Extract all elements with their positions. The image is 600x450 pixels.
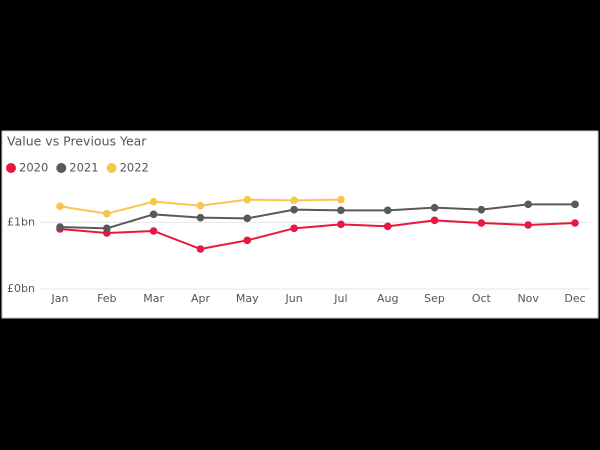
data-point <box>290 196 298 205</box>
data-point <box>149 210 158 219</box>
x-tick-label: Jan <box>51 292 69 305</box>
data-point <box>290 224 298 233</box>
x-tick-label: Jul <box>333 292 347 305</box>
data-point <box>477 205 486 214</box>
data-point <box>149 197 158 206</box>
data-point <box>243 236 252 245</box>
x-tick-label: Apr <box>191 292 211 305</box>
legend-marker <box>6 163 16 173</box>
data-point <box>337 206 345 215</box>
data-point <box>571 219 579 227</box>
data-point <box>430 216 439 225</box>
data-point <box>430 203 439 212</box>
x-tick-label: Mar <box>143 292 164 305</box>
data-point <box>103 209 111 218</box>
legend-label: 2020 <box>19 161 48 175</box>
data-point <box>196 213 205 222</box>
data-point <box>524 200 532 209</box>
data-point <box>477 219 486 227</box>
x-tick-label: Nov <box>517 292 539 305</box>
x-tick-label: May <box>236 292 259 305</box>
data-point <box>243 214 252 223</box>
data-point <box>383 222 392 231</box>
series-line <box>59 219 576 251</box>
data-point <box>56 223 64 231</box>
x-tick-label: Oct <box>472 292 492 305</box>
x-tick-label: Jun <box>284 292 302 305</box>
data-point <box>243 195 252 204</box>
data-point <box>103 224 111 233</box>
grid <box>40 221 590 290</box>
series-line <box>59 203 575 230</box>
data-point <box>196 201 205 210</box>
data-point <box>524 221 532 229</box>
legend: 2020 2021 2022 <box>6 161 149 175</box>
data-point <box>290 205 298 214</box>
data-point <box>383 206 392 215</box>
legend-marker <box>56 163 67 173</box>
data-point <box>571 200 579 209</box>
x-tick-label: Sep <box>424 292 445 305</box>
y-tick-label: £0bn <box>7 282 35 295</box>
x-tick-label: Aug <box>377 292 398 305</box>
data-point <box>196 245 205 253</box>
legend-marker <box>106 163 117 173</box>
data-point <box>337 195 345 204</box>
x-tick-label: Feb <box>97 292 116 305</box>
legend-label: 2022 <box>120 161 149 175</box>
data-point <box>337 220 345 229</box>
chart-title: Value vs Previous Year <box>7 134 147 149</box>
legend-label: 2021 <box>69 161 98 175</box>
y-tick-label: £1bn <box>7 215 35 228</box>
data-point <box>149 227 158 235</box>
x-tick-label: Dec <box>564 292 585 305</box>
data-point <box>56 202 64 211</box>
